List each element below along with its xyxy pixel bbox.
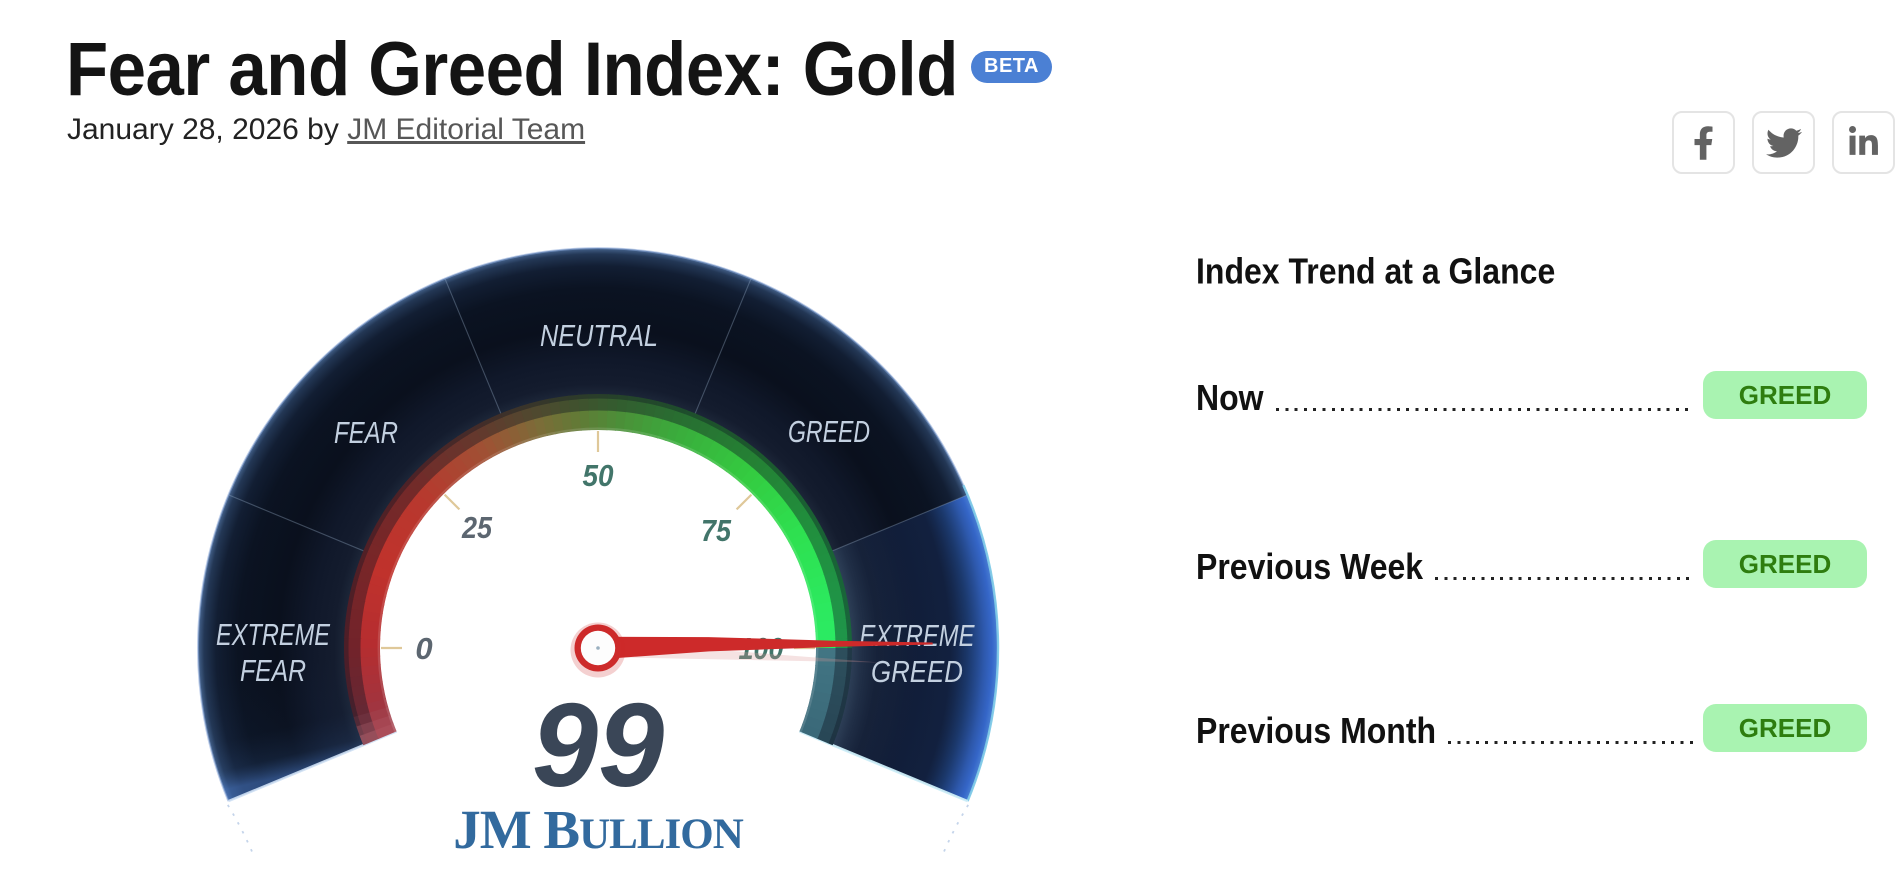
svg-text:99: 99	[532, 679, 664, 812]
svg-text:EXTREME: EXTREME	[216, 617, 330, 652]
svg-text:FEAR: FEAR	[334, 415, 398, 450]
svg-text:GREED: GREED	[788, 414, 870, 449]
svg-text:25: 25	[461, 510, 493, 545]
svg-text:EXTREME: EXTREME	[860, 618, 975, 653]
svg-text:75: 75	[701, 513, 732, 548]
svg-text:50: 50	[583, 458, 614, 493]
svg-text:NEUTRAL: NEUTRAL	[540, 318, 658, 353]
svg-text:0: 0	[415, 631, 432, 666]
svg-text:GREED: GREED	[871, 654, 963, 689]
svg-text:FEAR: FEAR	[240, 653, 306, 688]
